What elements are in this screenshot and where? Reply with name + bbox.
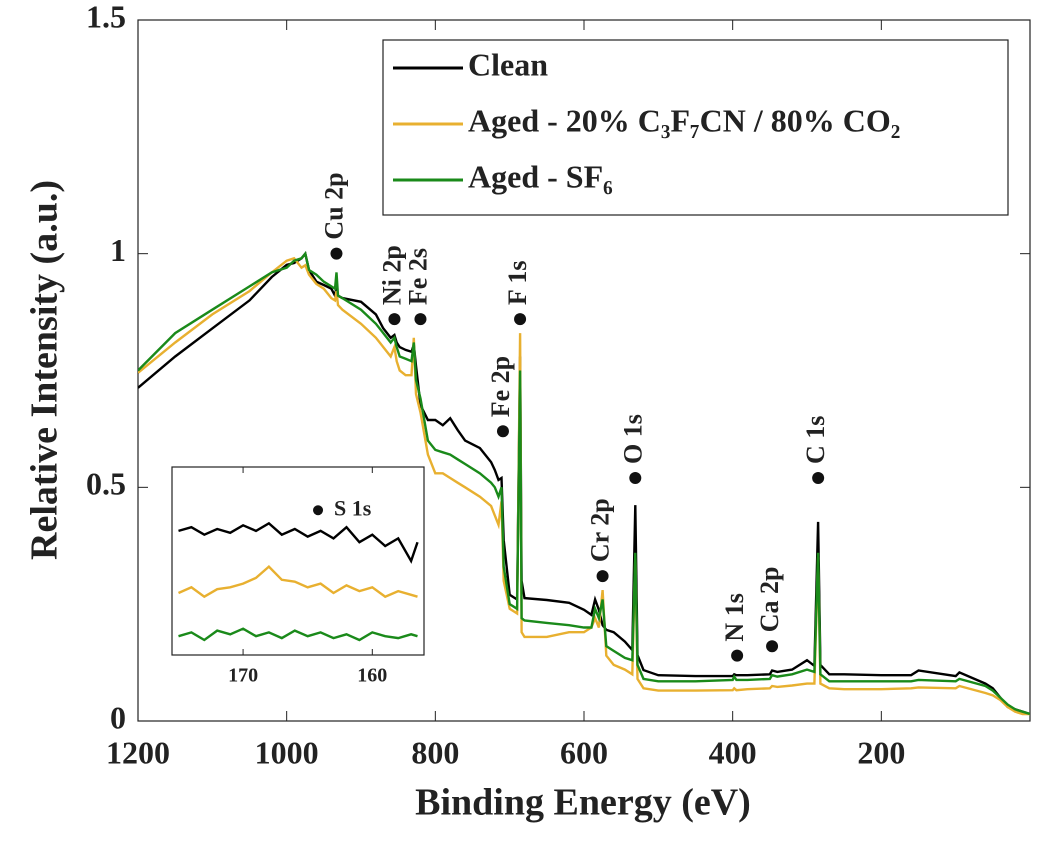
y-tick-label: 0 (110, 699, 126, 735)
annotation-dot (596, 570, 609, 583)
annotation-label: F 1s (503, 261, 532, 306)
x-axis-label: Binding Energy (eV) (415, 782, 751, 824)
y-axis-label: Relative Intensity (a.u.) (24, 180, 66, 560)
y-tick-label: 1 (110, 232, 126, 268)
annotation-dot (388, 313, 401, 326)
legend-label: Aged - 20% C₃F₇CN / 80% CO₂ (468, 102, 900, 138)
annotation-dot (313, 505, 324, 516)
annotation-dot (414, 313, 427, 326)
annotation-label: C 1s (801, 416, 830, 464)
annotation-dot (629, 471, 642, 484)
annotation-dot (766, 640, 779, 653)
series-line (178, 564, 418, 599)
annotation-label: Fe 2s (403, 248, 432, 305)
annotation-dot (496, 425, 509, 438)
x-tick-label: 200 (857, 735, 905, 771)
annotation-label: Ni 2p (377, 245, 406, 305)
x-tick-label: 800 (411, 735, 459, 771)
annotation-label: Cr 2p (586, 498, 615, 562)
x-tick-label: 170 (228, 665, 258, 687)
legend-label: Aged - SF₆ (468, 158, 613, 194)
y-tick-label: 0.5 (86, 466, 126, 502)
x-tick-label: 1200 (106, 735, 170, 771)
annotation-dot (731, 649, 744, 662)
legend-box (382, 39, 1009, 216)
y-tick-label: 1.5 (86, 0, 126, 34)
annotation-label: S 1s (334, 495, 372, 520)
annotation-dot (514, 313, 527, 326)
x-tick-label: 160 (357, 665, 387, 687)
series-line (178, 627, 418, 642)
annotation-label: O 1s (618, 414, 647, 464)
annotation-dot (330, 247, 343, 260)
plot-frame (171, 466, 425, 656)
series-line (178, 521, 419, 564)
annotation-label: Cu 2p (319, 172, 348, 239)
series-line (138, 251, 1030, 716)
x-tick-label: 400 (709, 735, 757, 771)
annotation-label: Fe 2p (486, 356, 515, 417)
annotation-label: N 1s (720, 593, 749, 641)
annotation-label: Ca 2p (755, 566, 784, 632)
legend-label: Clean (468, 46, 548, 82)
x-tick-label: 1000 (255, 735, 319, 771)
x-tick-label: 600 (560, 735, 608, 771)
annotation-dot (812, 471, 825, 484)
